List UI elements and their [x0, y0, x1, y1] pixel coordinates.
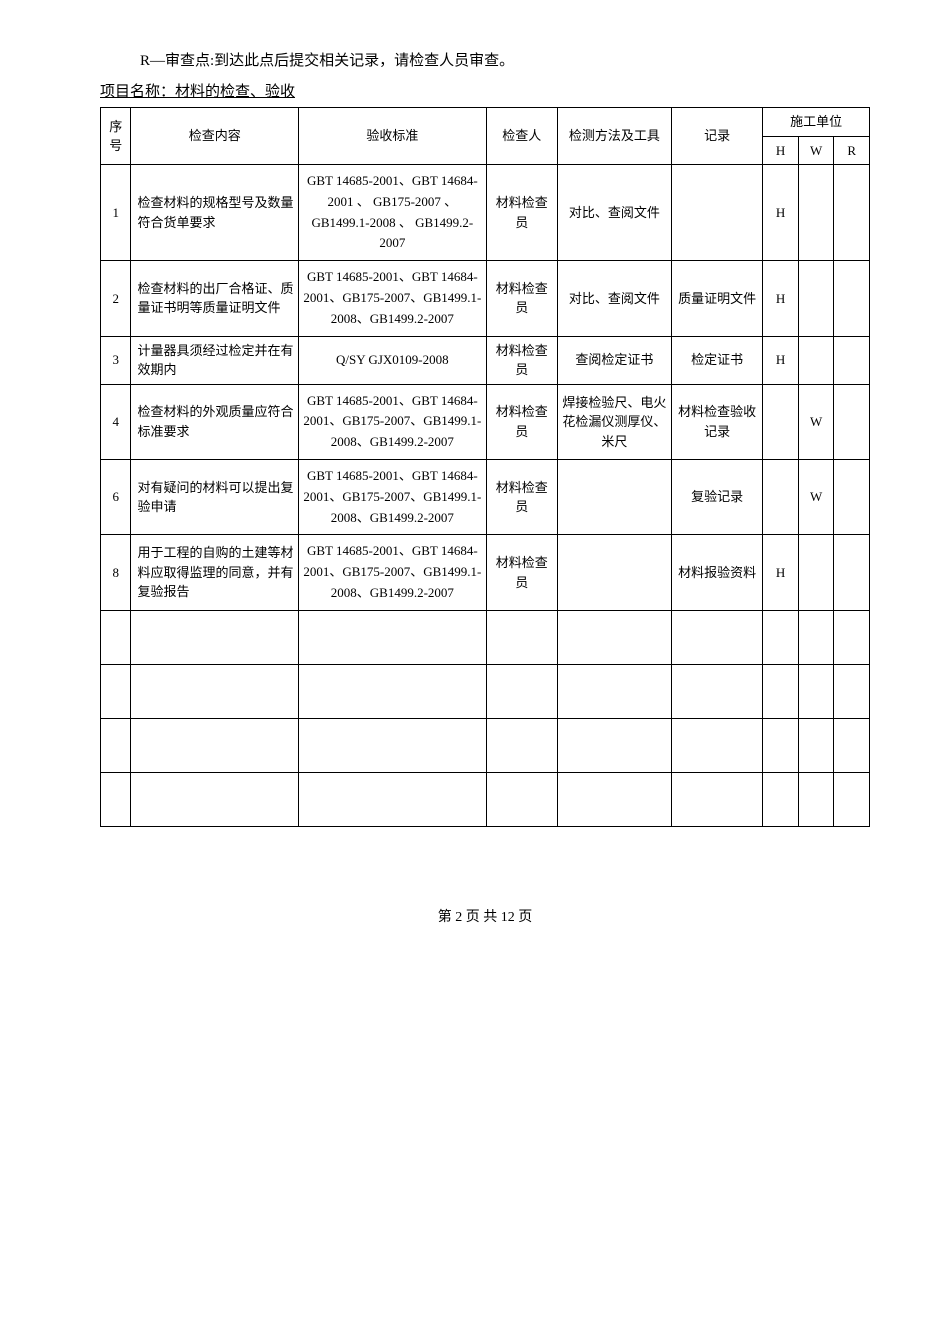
th-w: W [798, 136, 834, 165]
th-standard: 验收标准 [298, 108, 486, 165]
cell-seq: 1 [101, 165, 131, 261]
table-row-empty [101, 718, 870, 772]
cell-seq: 2 [101, 261, 131, 336]
cell-w [798, 165, 834, 261]
table-row-empty [101, 772, 870, 826]
cell-record: 材料检查验收记录 [671, 384, 762, 459]
cell-method: 对比、查阅文件 [557, 261, 671, 336]
cell-h [763, 459, 799, 534]
cell-r [834, 384, 870, 459]
cell-h: H [763, 165, 799, 261]
cell-standard: Q/SY GJX0109-2008 [298, 336, 486, 384]
th-content: 检查内容 [131, 108, 298, 165]
cell-inspector: 材料检查员 [486, 336, 557, 384]
cell-inspector: 材料检查员 [486, 165, 557, 261]
cell-r [834, 165, 870, 261]
table-row: 8用于工程的自购的土建等材料应取得监理的同意，并有复验报告GBT 14685-2… [101, 535, 870, 610]
cell-w [798, 261, 834, 336]
cell-r [834, 336, 870, 384]
cell-standard: GBT 14685-2001、GBT 14684-2001、GB175-2007… [298, 459, 486, 534]
th-unit: 施工单位 [763, 108, 870, 137]
cell-seq: 4 [101, 384, 131, 459]
table-row-empty [101, 610, 870, 664]
th-method: 检测方法及工具 [557, 108, 671, 165]
cell-seq: 6 [101, 459, 131, 534]
cell-w [798, 336, 834, 384]
table-body: 1检查材料的规格型号及数量符合货单要求GBT 14685-2001、GBT 14… [101, 165, 870, 827]
cell-h [763, 384, 799, 459]
cell-w: W [798, 459, 834, 534]
cell-method [557, 459, 671, 534]
table-row-empty [101, 664, 870, 718]
cell-standard: GBT 14685-2001、GBT 14684-2001、GB175-2007… [298, 261, 486, 336]
th-h: H [763, 136, 799, 165]
cell-content: 检查材料的规格型号及数量符合货单要求 [131, 165, 298, 261]
cell-content: 检查材料的出厂合格证、质量证书明等质量证明文件 [131, 261, 298, 336]
cell-record: 检定证书 [671, 336, 762, 384]
cell-inspector: 材料检查员 [486, 261, 557, 336]
cell-method: 焊接检验尺、电火花检漏仪测厚仪、米尺 [557, 384, 671, 459]
cell-record: 复验记录 [671, 459, 762, 534]
cell-seq: 8 [101, 535, 131, 610]
th-record: 记录 [671, 108, 762, 165]
cell-method: 查阅检定证书 [557, 336, 671, 384]
cell-content: 计量器具须经过检定并在有效期内 [131, 336, 298, 384]
cell-r [834, 459, 870, 534]
project-title: 项目名称：材料的检查、验收 [100, 81, 870, 104]
cell-r [834, 261, 870, 336]
cell-h: H [763, 535, 799, 610]
table-row: 2检查材料的出厂合格证、质量证书明等质量证明文件GBT 14685-2001、G… [101, 261, 870, 336]
cell-seq: 3 [101, 336, 131, 384]
cell-content: 检查材料的外观质量应符合标准要求 [131, 384, 298, 459]
th-r: R [834, 136, 870, 165]
cell-inspector: 材料检查员 [486, 535, 557, 610]
cell-record [671, 165, 762, 261]
intro-text: R—审查点:到达此点后提交相关记录，请检查人员审查。 [140, 50, 870, 73]
cell-inspector: 材料检查员 [486, 384, 557, 459]
page-footer: 第 2 页 共 12 页 [100, 907, 870, 928]
cell-method: 对比、查阅文件 [557, 165, 671, 261]
cell-w [798, 535, 834, 610]
cell-standard: GBT 14685-2001、GBT 14684-2001、GB175-2007… [298, 384, 486, 459]
cell-method [557, 535, 671, 610]
cell-standard: GBT 14685-2001、GBT 14684-2001 、 GB175-20… [298, 165, 486, 261]
table-row: 6对有疑问的材料可以提出复验申请GBT 14685-2001、GBT 14684… [101, 459, 870, 534]
cell-content: 用于工程的自购的土建等材料应取得监理的同意，并有复验报告 [131, 535, 298, 610]
cell-w: W [798, 384, 834, 459]
cell-standard: GBT 14685-2001、GBT 14684-2001、GB175-2007… [298, 535, 486, 610]
table-row: 3计量器具须经过检定并在有效期内Q/SY GJX0109-2008材料检查员查阅… [101, 336, 870, 384]
cell-record: 材料报验资料 [671, 535, 762, 610]
inspection-table: 序号 检查内容 验收标准 检查人 检测方法及工具 记录 施工单位 H W R 1… [100, 107, 870, 827]
th-seq: 序号 [101, 108, 131, 165]
table-row: 1检查材料的规格型号及数量符合货单要求GBT 14685-2001、GBT 14… [101, 165, 870, 261]
th-inspector: 检查人 [486, 108, 557, 165]
cell-r [834, 535, 870, 610]
cell-h: H [763, 261, 799, 336]
header-row-1: 序号 检查内容 验收标准 检查人 检测方法及工具 记录 施工单位 [101, 108, 870, 137]
cell-inspector: 材料检查员 [486, 459, 557, 534]
table-row: 4检查材料的外观质量应符合标准要求GBT 14685-2001、GBT 1468… [101, 384, 870, 459]
cell-h: H [763, 336, 799, 384]
cell-content: 对有疑问的材料可以提出复验申请 [131, 459, 298, 534]
cell-record: 质量证明文件 [671, 261, 762, 336]
